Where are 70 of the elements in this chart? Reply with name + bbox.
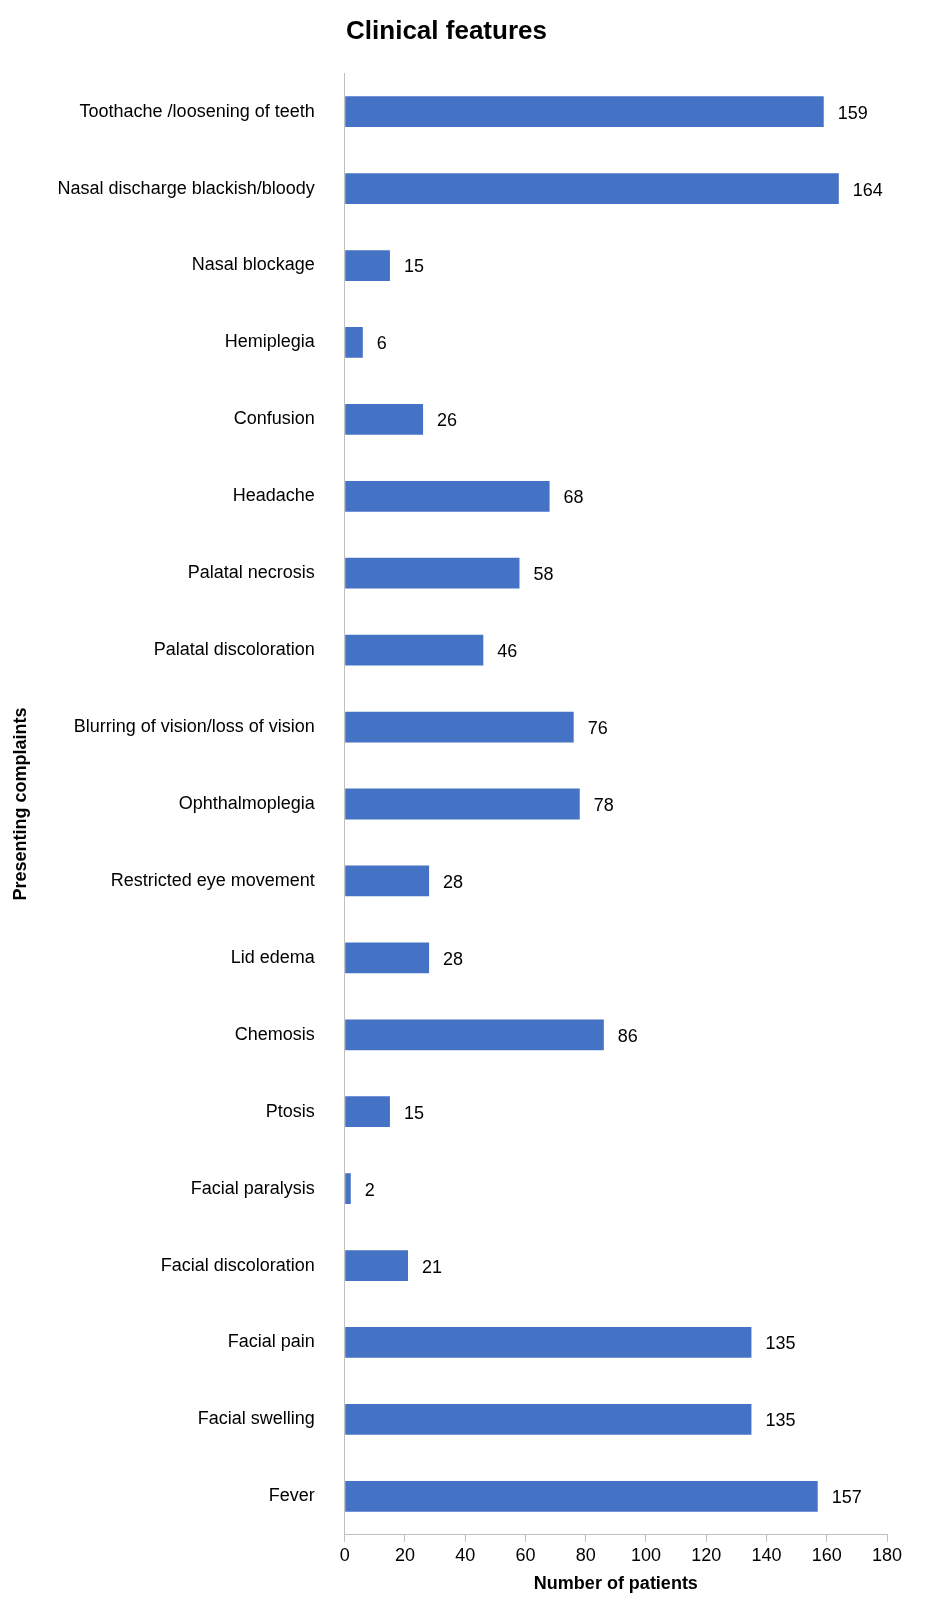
data-label: 164: [852, 179, 883, 200]
y-tick-label: Lid edema: [230, 946, 316, 967]
bar: [345, 327, 363, 358]
y-tick-label: Hemiplegia: [224, 331, 316, 352]
y-tick-label: Facial swelling: [197, 1408, 315, 1429]
x-tick-label: 60: [515, 1544, 536, 1565]
y-tick-label: Blurring of vision/loss of vision: [73, 716, 315, 737]
y-axis-title: Presenting complaints: [9, 707, 30, 901]
x-tick-label: 20: [394, 1544, 416, 1565]
y-tick-label: Chemosis: [234, 1023, 315, 1044]
data-label: 26: [437, 410, 458, 431]
data-label: 28: [443, 871, 464, 892]
x-tick-label: 100: [630, 1544, 662, 1565]
data-label: 15: [403, 1102, 424, 1123]
data-label: 21: [422, 1256, 443, 1277]
bar: [345, 1019, 604, 1051]
bar: [345, 1480, 818, 1512]
x-tick-label: 0: [339, 1544, 350, 1565]
x-tick-label: 180: [871, 1544, 903, 1565]
bar: [345, 1250, 409, 1281]
bar: [345, 557, 520, 589]
x-tick-label: 140: [751, 1544, 782, 1565]
x-tick-label: 40: [455, 1544, 476, 1565]
bar: [345, 1096, 390, 1128]
chart-title: Clinical features: [346, 14, 547, 45]
x-tick-label: 160: [811, 1544, 842, 1565]
bar: [345, 711, 574, 743]
bar: [345, 865, 430, 897]
y-tick-label: Nasal blockage: [191, 254, 315, 275]
data-label: 76: [587, 718, 608, 739]
bar: [345, 788, 580, 820]
y-tick-label: Nasal discharge blackish/bloody: [57, 177, 315, 198]
y-tick-label: Palatal discoloration: [153, 639, 315, 660]
data-label: 2: [364, 1179, 375, 1200]
bar: [345, 250, 390, 281]
bar: [345, 942, 430, 974]
y-tick-label: Facial discoloration: [160, 1254, 315, 1275]
data-label: 78: [593, 794, 614, 815]
y-tick-label: Confusion: [233, 408, 315, 429]
data-label: 15: [403, 256, 424, 277]
y-tick-label: Fever: [268, 1485, 315, 1506]
y-tick-label: Palatal necrosis: [187, 562, 315, 583]
data-label: 86: [617, 1025, 638, 1046]
data-label: 157: [831, 1487, 862, 1508]
y-tick-label: Ophthalmoplegia: [178, 792, 316, 813]
y-tick-label: Facial paralysis: [190, 1177, 315, 1198]
y-tick-label: Restricted eye movement: [110, 869, 315, 890]
x-tick-label: 80: [575, 1544, 596, 1565]
y-tick-label: Toothache /loosening of teeth: [79, 100, 315, 121]
data-label: 58: [533, 564, 554, 585]
y-tick-label: Facial pain: [227, 1331, 315, 1352]
data-label: 28: [443, 948, 464, 969]
data-label: 6: [376, 333, 387, 354]
data-label: 135: [765, 1333, 796, 1354]
data-label: 159: [837, 102, 868, 123]
data-label: 46: [497, 641, 518, 662]
bar: [345, 403, 424, 435]
bar: [345, 96, 824, 128]
bar: [345, 1404, 752, 1435]
bar: [345, 173, 839, 204]
x-axis-title: Number of patients: [533, 1573, 698, 1594]
bar: [345, 480, 550, 512]
y-tick-label: Ptosis: [265, 1100, 315, 1121]
data-label: 68: [563, 487, 584, 508]
x-tick-label: 120: [691, 1544, 722, 1565]
bar: [345, 1173, 351, 1205]
bar: [345, 634, 484, 666]
data-label: 135: [765, 1410, 796, 1431]
bar: [345, 1327, 752, 1358]
y-tick-label: Headache: [232, 485, 315, 506]
